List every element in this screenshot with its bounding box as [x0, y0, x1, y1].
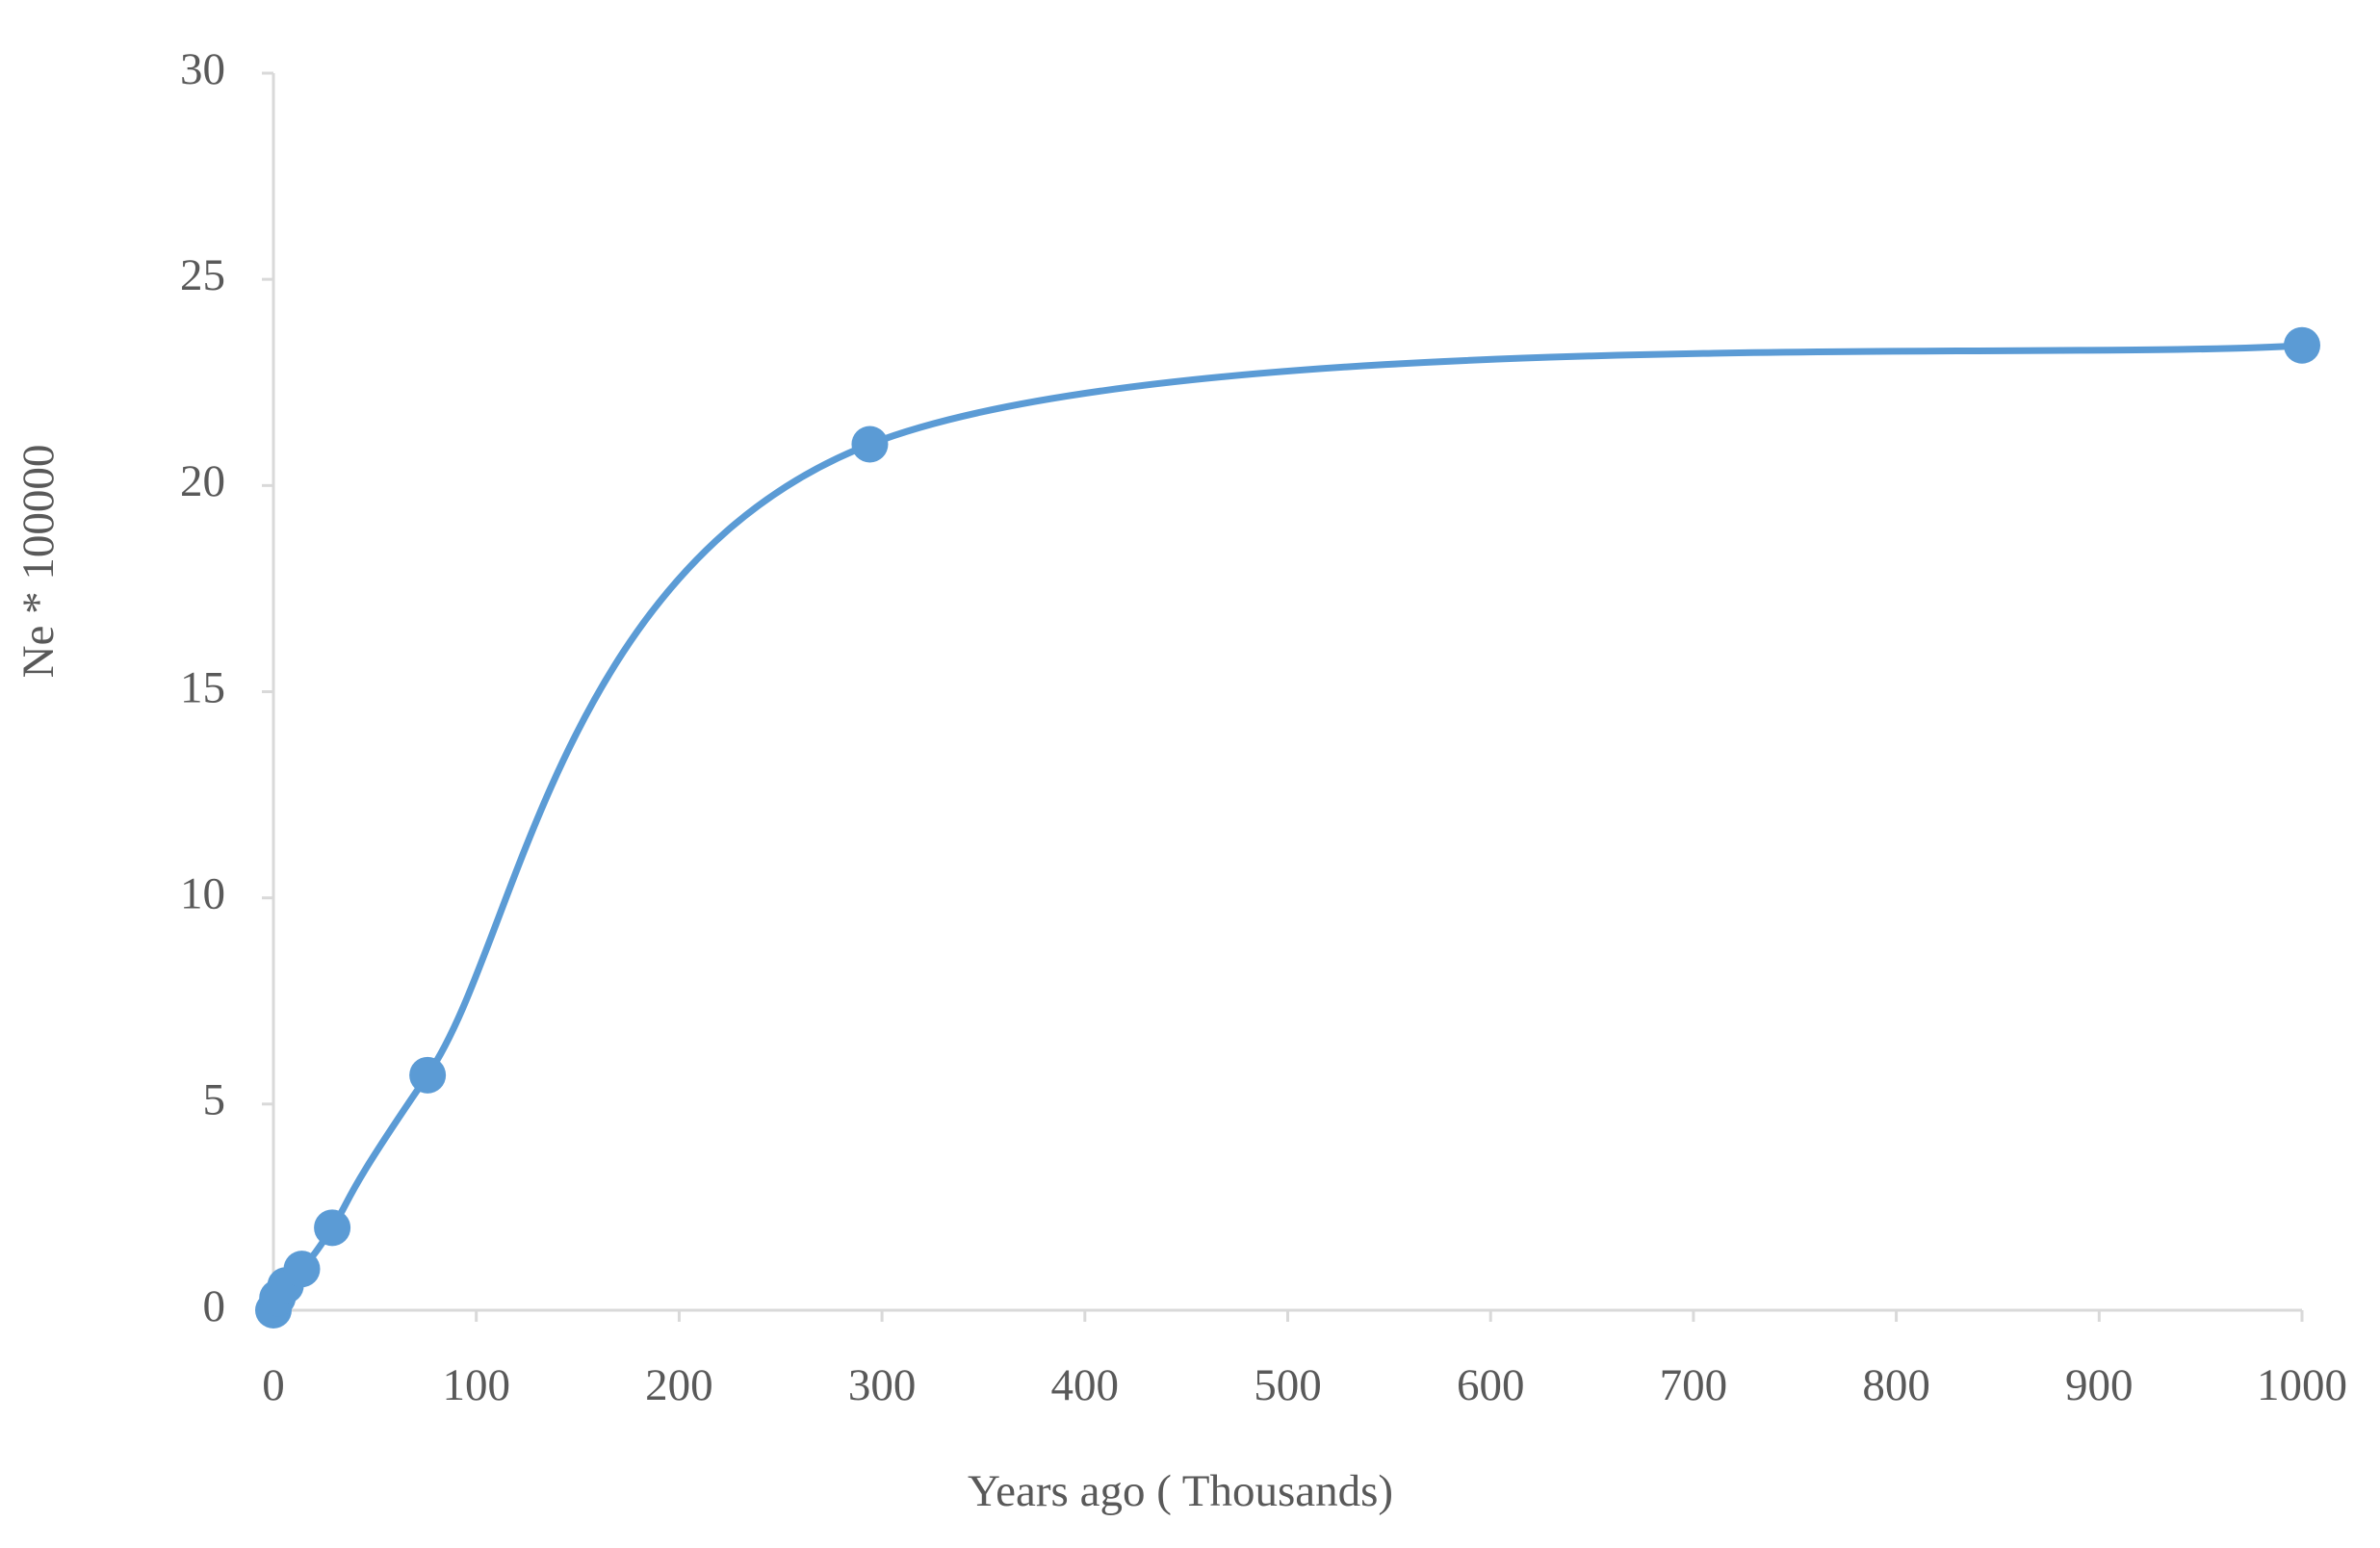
- series-line: [270, 342, 2303, 1312]
- x-tick-label: 900: [2065, 1360, 2134, 1410]
- x-tick-label: 200: [645, 1360, 713, 1410]
- x-tick-label: 100: [442, 1360, 510, 1410]
- x-tick-label: 300: [848, 1360, 917, 1410]
- y-tick-label: 20: [180, 456, 225, 506]
- point: [2284, 326, 2320, 364]
- x-tick-label: 700: [1660, 1360, 1728, 1410]
- point: [283, 1251, 321, 1288]
- y-tick-label: 30: [180, 44, 225, 94]
- x-axis-title: Years ago ( Thousands): [968, 1466, 1393, 1516]
- point: [314, 1209, 351, 1247]
- x-tick-label: 1000: [2257, 1360, 2347, 1410]
- point: [409, 1056, 447, 1094]
- y-tick-label: 10: [180, 868, 225, 918]
- y-tick-label: 5: [203, 1075, 226, 1125]
- x-tick-label: 400: [1051, 1360, 1120, 1410]
- y-tick-label: 15: [180, 662, 225, 712]
- y-tick-label: 25: [180, 250, 225, 300]
- y-axis-title: Ne * 100000: [13, 445, 64, 679]
- y-tick-label: 0: [203, 1281, 226, 1331]
- point: [851, 426, 889, 463]
- x-tick-label: 500: [1254, 1360, 1322, 1410]
- x-tick-label: 600: [1457, 1360, 1525, 1410]
- x-tick-label: 800: [1862, 1360, 1930, 1410]
- x-tick-label: 0: [262, 1360, 285, 1410]
